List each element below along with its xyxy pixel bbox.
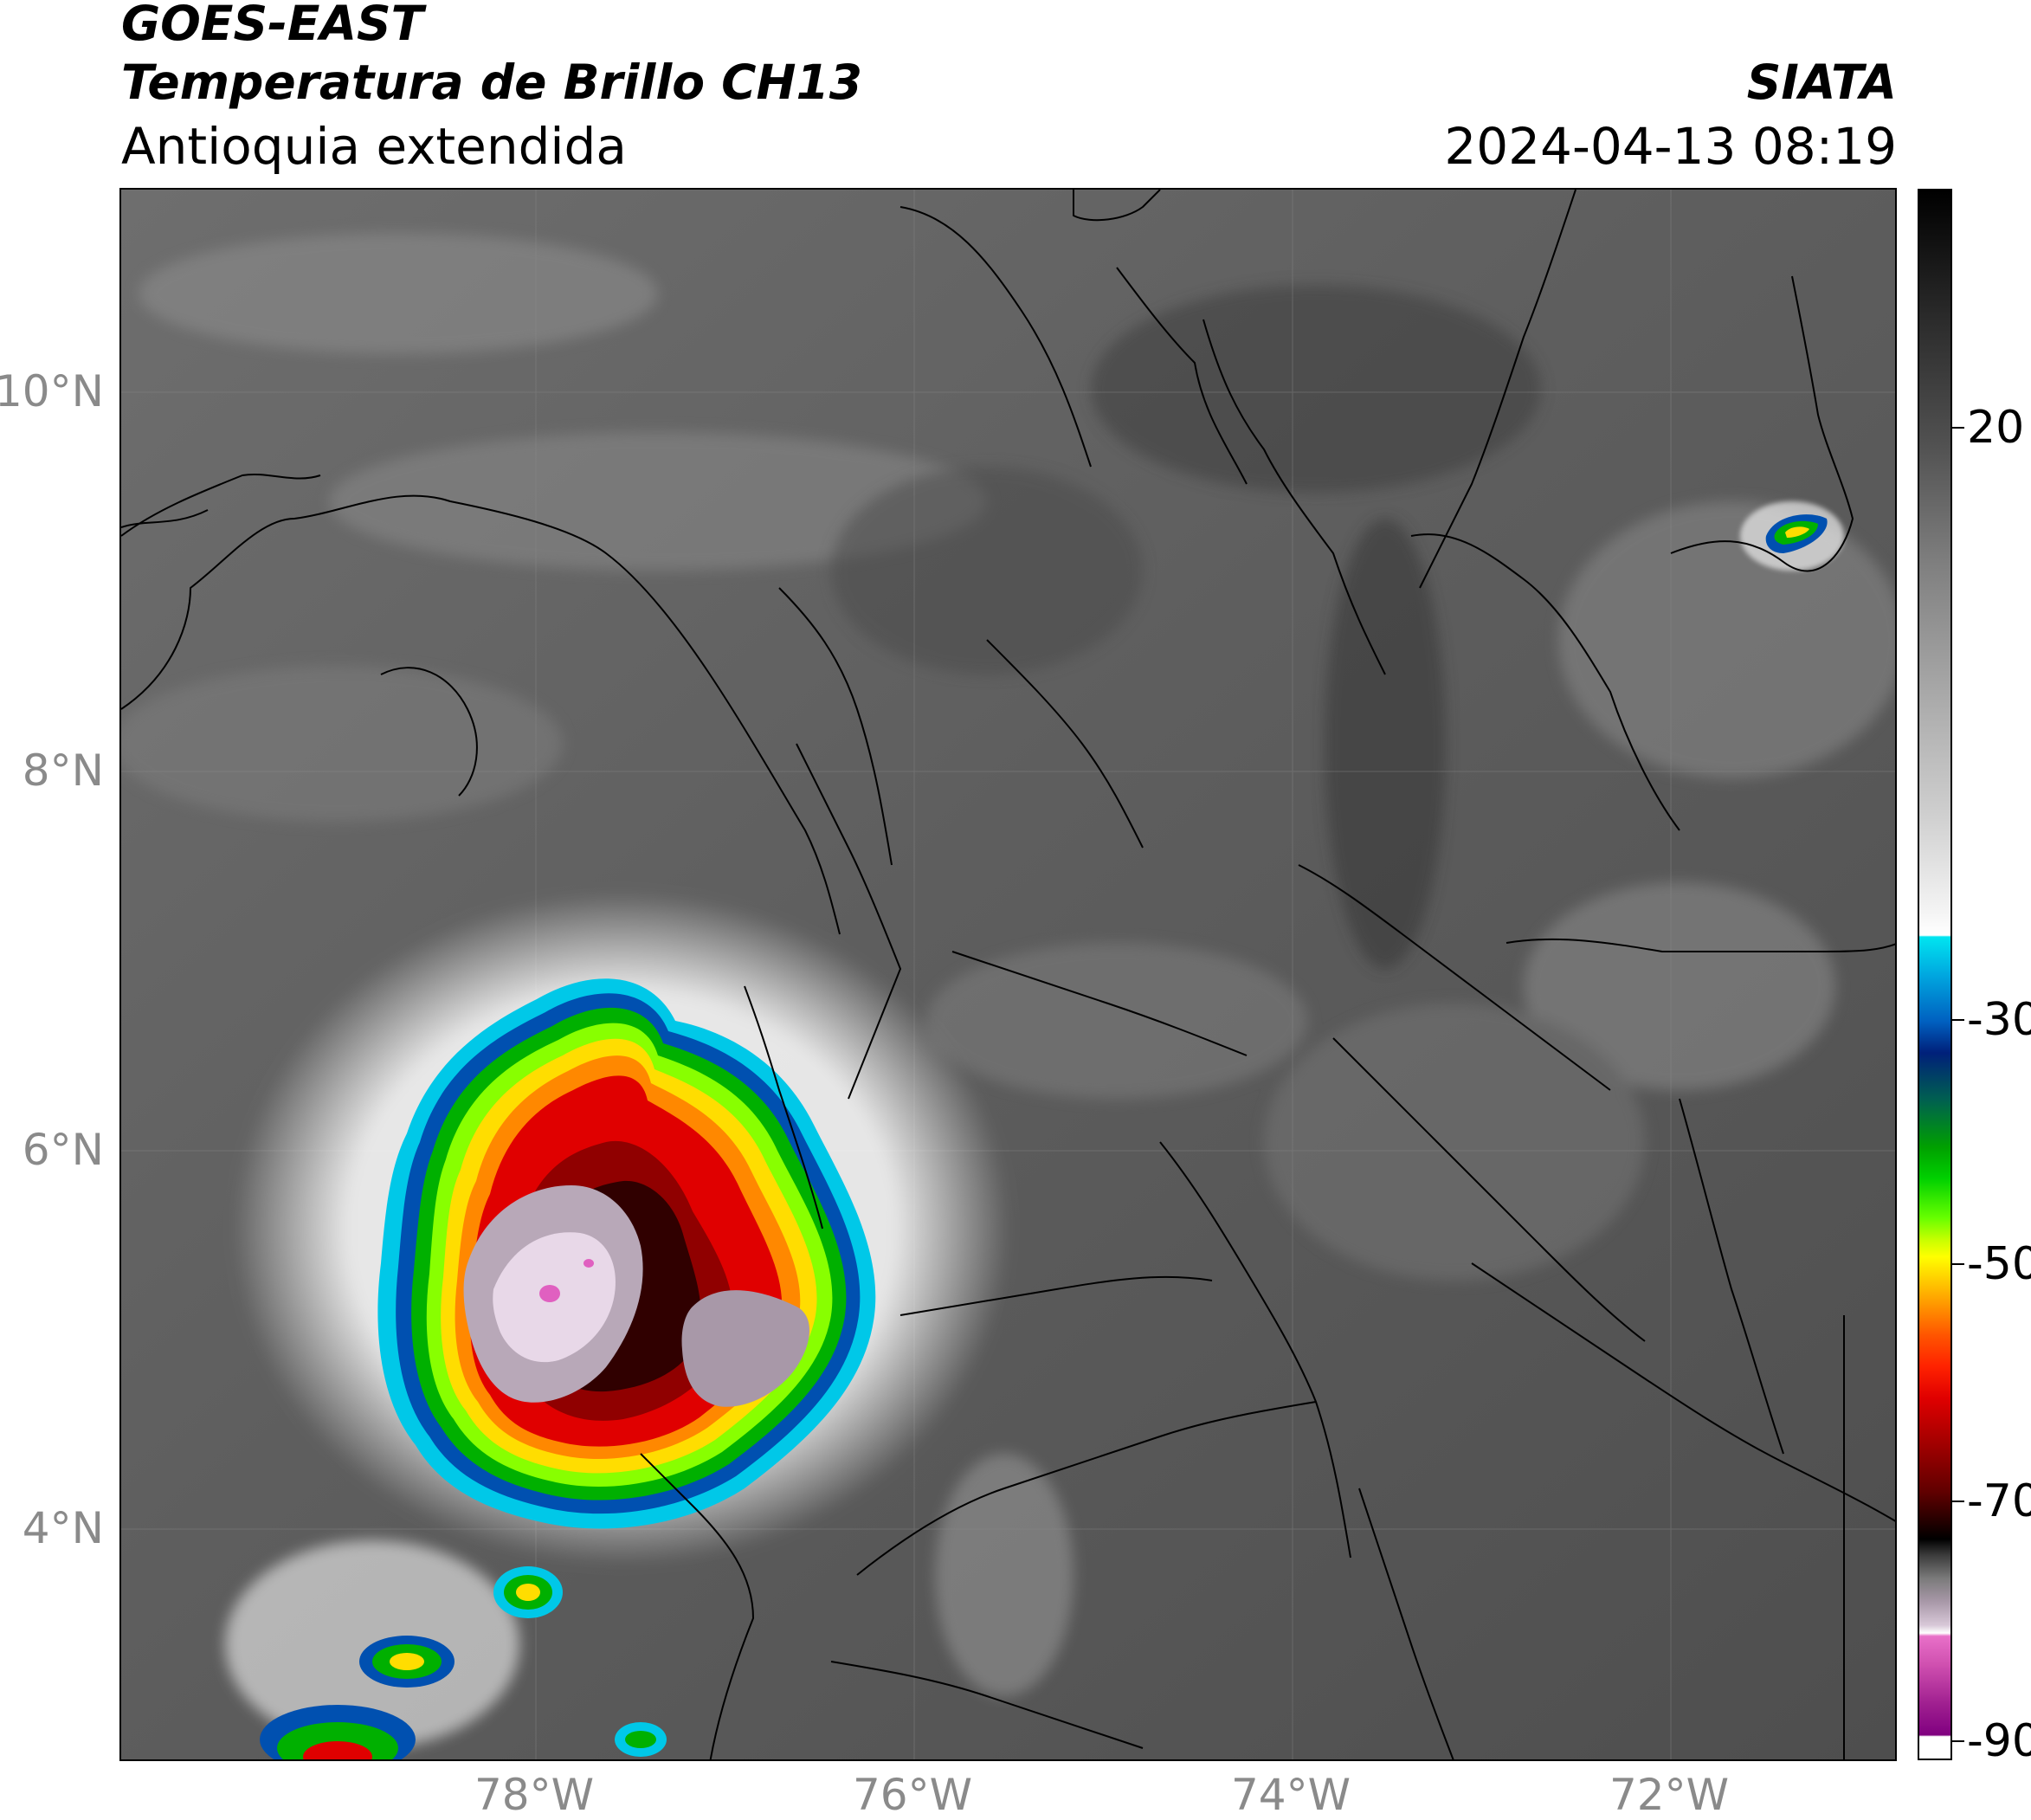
colorbar-tick-minus70 [1952, 1501, 1964, 1502]
colorbar-label-minus50: -50 [1967, 1238, 2031, 1290]
lon-label-78w: 78°W [474, 1770, 595, 1820]
lat-label-10n: 10°N [0, 366, 104, 416]
lon-label-72w: 72°W [1609, 1770, 1730, 1820]
lat-label-8n: 8°N [22, 745, 104, 796]
lon-label-74w: 74°W [1230, 1770, 1351, 1820]
colorbar-tick-minus30 [1952, 1019, 1964, 1021]
colorbar [1918, 189, 1952, 1760]
lat-label-6n: 6°N [22, 1125, 104, 1175]
dark-bands [831, 285, 1541, 969]
colorbar-label-minus30: -30 [1967, 994, 2031, 1046]
timestamp: 2024-04-13 08:19 [1444, 117, 1897, 176]
colorbar-tick-minus50 [1952, 1263, 1964, 1265]
colorbar-tick-20 [1952, 427, 1964, 429]
map-canvas [121, 190, 1895, 1759]
cloud-bands [121, 233, 1895, 1696]
southwest-cells [225, 1540, 667, 1759]
lon-label-76w: 76°W [852, 1770, 973, 1820]
colorbar-tick-minus90 [1952, 1740, 1964, 1742]
borders-coastlines [121, 190, 1895, 1759]
northeast-cell [1740, 501, 1844, 571]
title-satellite: GOES-EAST [121, 0, 424, 51]
colorbar-label-minus70: -70 [1967, 1475, 2031, 1527]
brand-label: SIATA [1746, 55, 1897, 110]
region-subtitle: Antioquia extendida [121, 117, 627, 176]
colorbar-label-20: 20 [1967, 402, 2025, 454]
lat-label-4n: 4°N [22, 1503, 104, 1553]
title-product: Temperatura de Brillo CH13 [121, 55, 863, 110]
satellite-map[interactable] [119, 188, 1897, 1761]
colorbar-label-minus90: -90 [1967, 1715, 2031, 1767]
convective-storm [232, 891, 1011, 1566]
